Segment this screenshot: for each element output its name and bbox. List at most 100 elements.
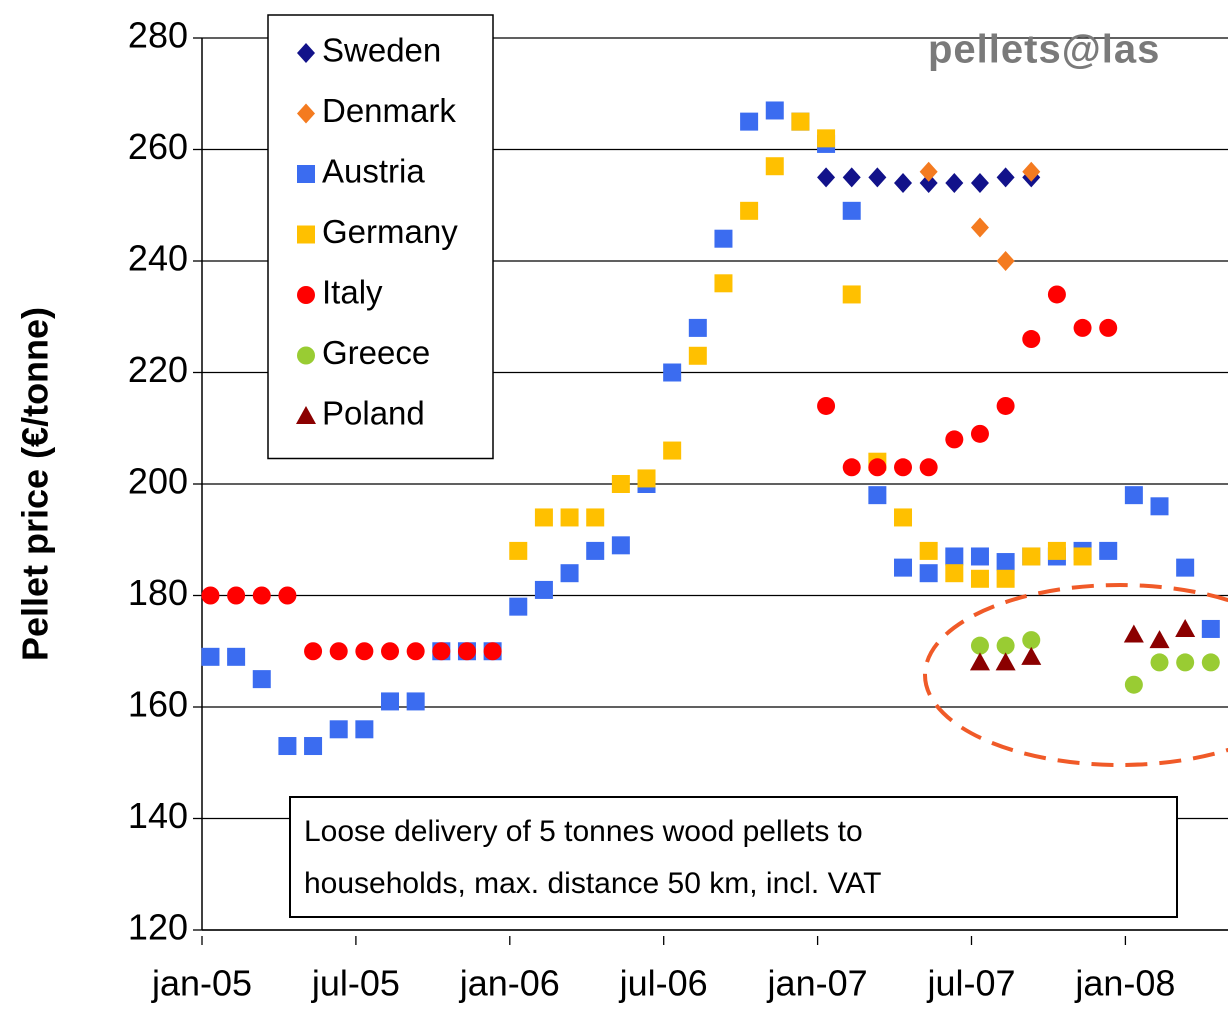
point bbox=[1201, 619, 1220, 638]
point bbox=[970, 424, 989, 443]
point bbox=[227, 586, 246, 605]
point bbox=[1022, 631, 1041, 650]
point bbox=[817, 167, 836, 188]
point bbox=[842, 458, 861, 477]
x-tick-label: jul-05 bbox=[311, 963, 400, 1004]
point bbox=[252, 670, 271, 689]
point bbox=[1149, 630, 1170, 649]
point bbox=[970, 569, 989, 588]
annotation-line: households, max. distance 50 km, incl. V… bbox=[304, 867, 882, 900]
point bbox=[227, 647, 246, 666]
legend: Sweden Denmark Austria Germany Italy Greece Po… bbox=[267, 14, 494, 460]
point bbox=[970, 217, 989, 238]
point bbox=[509, 541, 528, 560]
point bbox=[663, 441, 682, 460]
point bbox=[432, 642, 451, 661]
axes: 120 140 160 180 200 220 240 260 280 jan-05 jul-05 j… bbox=[128, 15, 1228, 1004]
point bbox=[278, 586, 297, 605]
point bbox=[611, 536, 630, 555]
x-tick-label: jan-05 bbox=[151, 963, 252, 1004]
point bbox=[969, 652, 990, 671]
point bbox=[996, 251, 1015, 271]
point bbox=[201, 586, 220, 605]
point bbox=[534, 580, 553, 599]
point bbox=[406, 642, 425, 661]
point bbox=[842, 201, 861, 220]
annotation-line: Loose delivery of 5 tonnes wood pellets … bbox=[304, 815, 863, 848]
y-tick-label: 280 bbox=[128, 15, 188, 56]
legend-label: Poland bbox=[322, 395, 425, 432]
point bbox=[714, 274, 733, 293]
point bbox=[483, 642, 502, 661]
legend-marker bbox=[297, 346, 315, 365]
point bbox=[894, 508, 913, 527]
point bbox=[868, 167, 887, 188]
point bbox=[688, 346, 707, 365]
point bbox=[381, 692, 400, 711]
point bbox=[945, 430, 964, 449]
y-tick-label: 240 bbox=[128, 238, 188, 279]
point bbox=[304, 642, 323, 661]
point bbox=[1022, 547, 1041, 566]
point bbox=[201, 647, 220, 666]
y-tick-label: 220 bbox=[128, 349, 188, 390]
point bbox=[1099, 318, 1118, 337]
point bbox=[1201, 653, 1220, 672]
point bbox=[406, 692, 425, 711]
point bbox=[1073, 547, 1092, 566]
point bbox=[995, 652, 1016, 671]
point bbox=[996, 553, 1015, 572]
point bbox=[381, 642, 400, 661]
point bbox=[714, 229, 733, 248]
point bbox=[355, 720, 374, 739]
point bbox=[304, 737, 323, 756]
point bbox=[611, 475, 630, 493]
point bbox=[894, 458, 913, 477]
legend-label: Sweden bbox=[322, 32, 441, 69]
point bbox=[457, 642, 476, 661]
point bbox=[894, 558, 913, 577]
point bbox=[1047, 541, 1066, 560]
point bbox=[355, 642, 374, 661]
y-axis-label: Pellet price (€/tonne) bbox=[15, 307, 56, 661]
point bbox=[945, 547, 964, 566]
y-tick-label: 160 bbox=[128, 684, 188, 725]
legend-marker bbox=[296, 406, 316, 424]
x-tick-label: jan-08 bbox=[1074, 963, 1175, 1004]
point bbox=[534, 508, 553, 527]
point bbox=[688, 318, 707, 337]
point bbox=[817, 396, 836, 415]
point bbox=[1099, 541, 1118, 560]
x-tick-label: jul-06 bbox=[619, 963, 708, 1004]
point bbox=[252, 586, 271, 605]
x-tick-label: jan-06 bbox=[459, 963, 560, 1004]
point bbox=[996, 636, 1015, 655]
point bbox=[919, 541, 938, 560]
point bbox=[663, 363, 682, 382]
point bbox=[765, 101, 784, 120]
point bbox=[637, 469, 656, 488]
points bbox=[201, 101, 1220, 756]
point bbox=[329, 642, 348, 661]
legend-label: Austria bbox=[322, 153, 425, 190]
point bbox=[868, 486, 887, 505]
annotation-box bbox=[289, 796, 1178, 918]
point bbox=[919, 564, 938, 583]
point bbox=[945, 172, 964, 193]
point bbox=[1150, 497, 1169, 516]
legend-marker bbox=[297, 225, 315, 244]
point bbox=[586, 541, 605, 560]
legend-marker bbox=[297, 165, 315, 183]
point bbox=[1073, 318, 1092, 337]
legend-marker bbox=[297, 43, 315, 63]
point bbox=[791, 112, 810, 131]
x-tick-label: jan-07 bbox=[767, 963, 868, 1004]
y-tick-label: 140 bbox=[128, 795, 188, 836]
point bbox=[1124, 675, 1143, 694]
point bbox=[1047, 285, 1066, 304]
point bbox=[1022, 161, 1041, 182]
legend-label: Germany bbox=[322, 213, 458, 250]
point bbox=[1124, 486, 1143, 505]
y-tick-label: 260 bbox=[128, 126, 188, 167]
